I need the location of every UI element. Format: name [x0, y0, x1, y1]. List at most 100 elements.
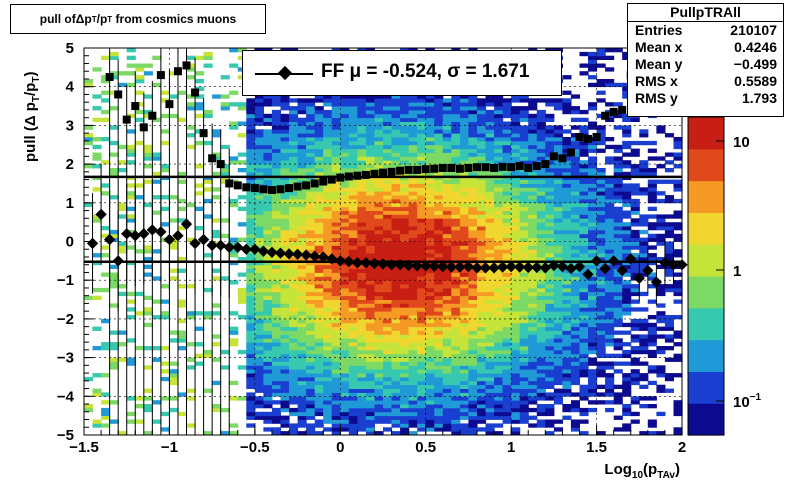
heatmap-cell — [263, 94, 273, 99]
heatmap-cell — [357, 214, 367, 219]
heatmap-cell — [400, 117, 410, 122]
heatmap-cell — [545, 349, 555, 355]
heatmap-cell — [545, 384, 555, 389]
heatmap-cell — [323, 400, 333, 405]
heatmap-cell — [477, 392, 487, 397]
sigma-point — [293, 182, 302, 191]
heatmap-cell — [545, 191, 555, 196]
heatmap-cell — [511, 322, 521, 328]
heatmap-cell — [400, 183, 410, 188]
heatmap-cell — [383, 338, 393, 343]
heatmap-cell — [306, 357, 316, 362]
heatmap-cell — [656, 264, 666, 269]
heatmap-cell — [605, 257, 615, 262]
heatmap-cell — [639, 245, 649, 250]
heatmap-cell — [579, 253, 589, 258]
heatmap-cell — [613, 253, 623, 258]
heatmap-cell — [169, 245, 179, 250]
heatmap-cell — [246, 191, 256, 196]
heatmap-cell — [160, 90, 170, 95]
heatmap-cell — [297, 384, 307, 389]
heatmap-cell — [528, 268, 538, 273]
heatmap-cell — [92, 117, 102, 122]
heatmap-cell — [297, 210, 307, 215]
heatmap-cell — [442, 257, 452, 262]
heatmap-cell — [596, 233, 606, 239]
heatmap-cell — [502, 380, 512, 386]
heatmap-cell — [562, 137, 572, 142]
heatmap-cell — [511, 303, 521, 308]
heatmap-cell — [596, 284, 606, 289]
heatmap-cell — [169, 241, 179, 246]
heatmap-cell — [485, 268, 495, 273]
heatmap-cell — [357, 404, 367, 409]
heatmap-cell — [246, 346, 256, 351]
heatmap-cell — [135, 117, 145, 122]
heatmap-cell — [348, 98, 358, 103]
heatmap-cell — [306, 156, 316, 161]
heatmap-cell — [656, 411, 666, 417]
heatmap-cell — [459, 431, 469, 436]
heatmap-cell — [647, 326, 657, 331]
heatmap-cell — [502, 287, 512, 293]
heatmap-cell — [664, 388, 674, 393]
heatmap-cell — [263, 168, 273, 173]
heatmap-cell — [562, 183, 572, 188]
heatmap-cell — [297, 404, 307, 409]
mean-point — [402, 259, 415, 272]
heatmap-cell — [340, 365, 350, 370]
heatmap-cell — [408, 388, 418, 393]
heatmap-cell — [647, 276, 657, 281]
heatmap-cell — [588, 82, 598, 88]
heatmap-cell — [630, 260, 640, 266]
heatmap-cell — [374, 241, 384, 246]
heatmap-cell — [271, 191, 281, 196]
heatmap-cell — [178, 318, 188, 324]
heatmap-cell — [160, 164, 170, 169]
heatmap-cell — [314, 214, 324, 219]
heatmap-cell — [451, 187, 461, 192]
heatmap-cell — [596, 349, 606, 355]
heatmap-cell — [331, 98, 341, 103]
heatmap-cell — [408, 376, 418, 382]
heatmap-cell — [143, 63, 153, 68]
heatmap-cell — [639, 349, 649, 355]
heatmap-cell — [143, 404, 153, 409]
heatmap-cell — [160, 396, 170, 401]
heatmap-cell — [297, 218, 307, 223]
heatmap-cell — [357, 276, 367, 281]
heatmap-cell — [417, 291, 427, 297]
heatmap-cell — [588, 299, 598, 304]
heatmap-cell — [408, 380, 418, 386]
heatmap-cell — [400, 346, 410, 351]
heatmap-cell — [570, 233, 580, 239]
heatmap-cell — [357, 396, 367, 401]
heatmap-cell — [656, 346, 666, 351]
heatmap-cell — [605, 322, 615, 328]
heatmap-cell — [622, 330, 632, 335]
heatmap-cell — [391, 129, 401, 134]
heatmap-cell — [84, 295, 94, 300]
heatmap-cell — [511, 326, 521, 331]
heatmap-cell — [477, 284, 487, 289]
heatmap-cell — [186, 55, 196, 60]
heatmap-cell — [605, 137, 615, 142]
heatmap-cell — [365, 322, 375, 328]
heatmap-cell — [588, 218, 598, 223]
heatmap-cell — [536, 342, 546, 347]
heatmap-cell — [160, 361, 170, 366]
heatmap-cell — [289, 272, 299, 277]
heatmap-cell — [357, 137, 367, 142]
heatmap-cell — [408, 307, 418, 312]
heatmap-cell — [400, 427, 410, 432]
heatmap-cell — [434, 334, 444, 339]
heatmap-cell — [425, 109, 435, 115]
heatmap-cell — [588, 249, 598, 254]
heatmap-cell — [314, 125, 324, 130]
heatmap-cell — [570, 218, 580, 223]
heatmap-cell — [613, 280, 623, 285]
heatmap-cell — [400, 361, 410, 366]
heatmap-cell — [84, 79, 94, 84]
heatmap-cell — [289, 384, 299, 389]
heatmap-cell — [383, 179, 393, 184]
